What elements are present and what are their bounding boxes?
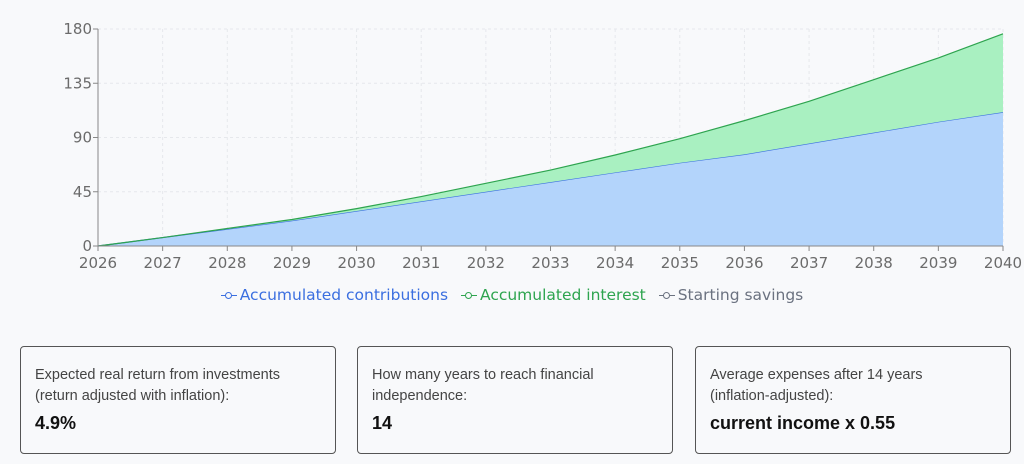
x-tick-label: 2028 <box>208 254 246 272</box>
x-tick-label: 2035 <box>661 254 699 272</box>
average-expenses-card: Average expenses after 14 years (inflatio… <box>695 346 1011 454</box>
chart-legend: Accumulated contributions Accumulated in… <box>0 286 1024 304</box>
card-value: 4.9% <box>35 413 77 433</box>
line-accumulated-interest <box>97 33 1004 247</box>
area-accumulated-contributions <box>98 112 1003 246</box>
y-tick-label: 135 <box>63 74 92 92</box>
x-tick-label: 2032 <box>467 254 505 272</box>
real-return-card: Expected real return from investments (re… <box>20 346 336 454</box>
y-tick-label: 180 <box>63 20 92 38</box>
card-label: Average expenses after 14 years (inflatio… <box>710 367 923 404</box>
years-to-independence-card: How many years to reach financial indepen… <box>357 346 673 454</box>
y-tick-label: 90 <box>73 129 92 147</box>
y-tick-label: 45 <box>73 183 92 201</box>
legend-marker-icon <box>658 290 675 300</box>
x-tick-label: 2029 <box>273 254 311 272</box>
card-value: current income x 0.55 <box>710 413 896 433</box>
savings-chart: 0 45 90 135 180 2026 2027 2028 2029 2030 2031 2032 2… <box>63 20 1022 272</box>
x-tick-label: 2040 <box>984 254 1022 272</box>
legend-item-interest[interactable]: Accumulated interest <box>460 286 646 304</box>
y-tick-label: 0 <box>82 237 92 255</box>
x-tick-label: 2030 <box>337 254 375 272</box>
card-label: Expected real return from investments (re… <box>35 367 280 404</box>
x-tick-label: 2038 <box>855 254 893 272</box>
legend-item-starting-savings[interactable]: Starting savings <box>658 286 803 304</box>
x-tick-label: 2036 <box>725 254 763 272</box>
x-tick-label: 2026 <box>79 254 117 272</box>
x-tick-label: 2039 <box>919 254 957 272</box>
x-tick-label: 2037 <box>790 254 828 272</box>
x-tick-label: 2034 <box>596 254 634 272</box>
legend-item-contributions[interactable]: Accumulated contributions <box>220 286 448 304</box>
area-accumulated-interest <box>98 33 1003 247</box>
card-value: 14 <box>372 413 393 433</box>
x-tick-label: 2031 <box>402 254 440 272</box>
x-tick-label: 2033 <box>531 254 569 272</box>
legend-marker-icon <box>460 290 477 300</box>
legend-marker-icon <box>220 290 237 300</box>
x-tick-label: 2027 <box>144 254 182 272</box>
card-label: How many years to reach financial indepen… <box>372 367 594 404</box>
